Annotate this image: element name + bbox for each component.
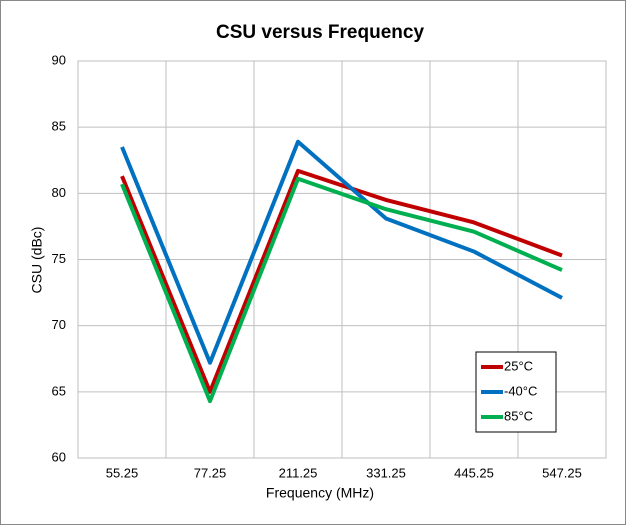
- y-tick-label: 90: [52, 52, 66, 67]
- y-axis-label: CSU (dBc): [29, 227, 45, 294]
- x-tick-label: 55.25: [106, 465, 139, 480]
- legend-label: 85°C: [504, 408, 533, 423]
- x-axis-label: Frequency (MHz): [266, 485, 374, 501]
- legend-label: 25°C: [504, 358, 533, 373]
- y-tick-label: 85: [52, 119, 66, 134]
- x-tick-label: 445.25: [454, 465, 494, 480]
- x-tick-label: 77.25: [194, 465, 227, 480]
- line-series: [120, 176, 563, 404]
- y-tick-label: 65: [52, 383, 66, 398]
- line-series: [120, 139, 563, 365]
- line-series: [120, 168, 563, 394]
- y-tick-label: 60: [52, 449, 66, 464]
- x-tick-label: 331.25: [366, 465, 406, 480]
- x-tick-label: 211.25: [279, 465, 318, 480]
- y-tick-label: 75: [52, 251, 66, 266]
- y-tick-label: 80: [52, 185, 66, 200]
- chart-title: CSU versus Frequency: [216, 22, 424, 43]
- y-tick-label: 70: [52, 317, 66, 332]
- legend-label: -40°C: [504, 383, 537, 398]
- x-tick-label: 547.25: [542, 465, 582, 480]
